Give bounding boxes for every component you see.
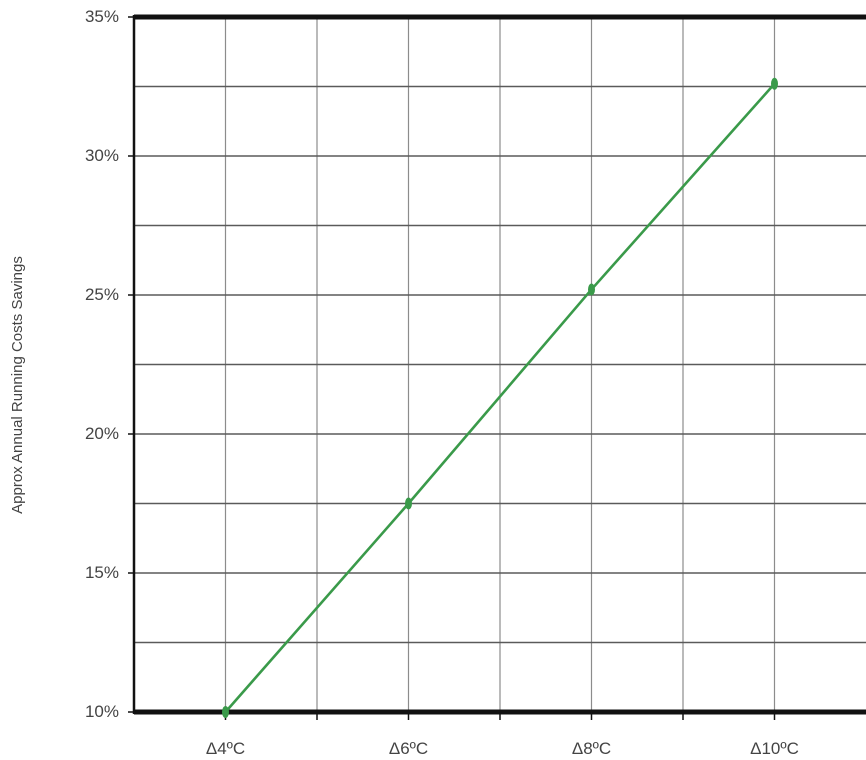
y-tick-label: 20%: [85, 424, 119, 443]
axes: [128, 14, 866, 720]
x-tick-label: Δ10ºC: [750, 739, 799, 758]
grid: [134, 17, 866, 712]
x-tick-label: Δ6ºC: [389, 739, 428, 758]
y-tick-label: 30%: [85, 146, 119, 165]
data-point: [222, 706, 229, 718]
x-tick-label: Δ4ºC: [206, 739, 245, 758]
y-tick-label: 25%: [85, 285, 119, 304]
series-line: [224, 82, 776, 713]
data-point: [771, 77, 778, 90]
tick-labels: 10% 15% 20% 25% 30% 35% Δ4ºC Δ6ºC Δ8ºC Δ10ºC: [85, 7, 799, 758]
y-tick-label: 35%: [85, 7, 119, 26]
x-tick-label: Δ8ºC: [572, 739, 611, 758]
series: [222, 77, 778, 718]
y-tick-label: 15%: [85, 563, 119, 582]
y-tick-label: 10%: [85, 702, 119, 721]
y-axis-title: Approx Annual Running Costs Savings: [9, 256, 26, 514]
data-point: [588, 283, 595, 296]
data-point: [405, 497, 412, 510]
